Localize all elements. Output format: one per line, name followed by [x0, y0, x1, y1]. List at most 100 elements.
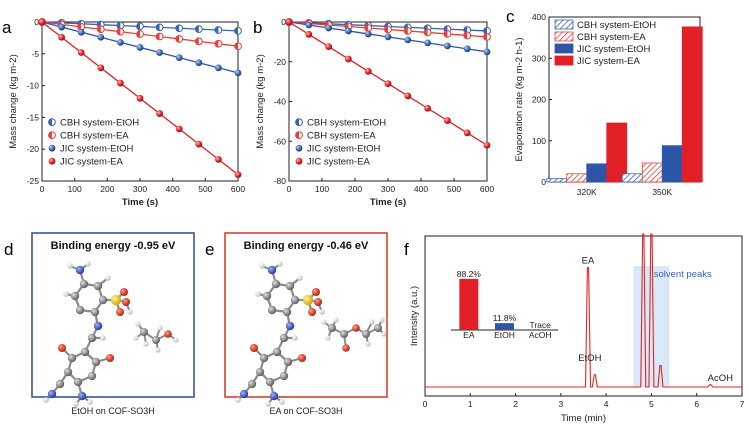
chart-a-mass-change: 0 100 200 300 400 500 600 0 -5 -10 -15 -20 -25 Time (… [8, 17, 245, 208]
x-tick-label: 200 [348, 184, 362, 194]
x-tick-label: 600 [480, 184, 494, 194]
legend-label: JIC system-EA [307, 157, 370, 168]
data-point [384, 80, 392, 88]
data-point [404, 92, 412, 100]
data-point [156, 49, 164, 56]
bar-350K-3 [681, 26, 703, 183]
y-tick-label: 100 [532, 136, 546, 146]
x-tick-label: 1 [468, 399, 473, 409]
bar-320K-1 [566, 173, 588, 183]
atom-H [85, 261, 91, 267]
atom-H [67, 263, 73, 269]
atom-C [87, 333, 97, 343]
data-point-fill [444, 30, 448, 38]
solvent-band [633, 266, 670, 387]
panel-label-d: d [4, 240, 13, 259]
x-tick-label: 0 [40, 184, 45, 194]
atom-O [106, 354, 114, 362]
legend-marker-fill [295, 118, 299, 126]
bar-320K-0 [546, 178, 568, 183]
x-tick-label: 500 [198, 184, 212, 194]
data-point [483, 48, 491, 56]
data-point [38, 18, 46, 26]
atom-H [87, 399, 93, 405]
data-point [305, 21, 313, 29]
data-point [345, 55, 352, 63]
inset-value-label: 11.8% [493, 313, 517, 323]
category-label: 350K [652, 187, 672, 197]
data-point-fill [175, 35, 180, 43]
x-tick-label: 300 [381, 184, 395, 194]
data-point-fill [77, 23, 82, 31]
data-point [58, 23, 65, 31]
structure-d-etoh: Binding energy -0.95 eV EtOH on COF-SO3H [31, 232, 195, 416]
data-point [364, 67, 372, 75]
atom-C [91, 357, 101, 367]
inset-bar-EtOH [495, 323, 514, 330]
atom-C [98, 295, 108, 305]
data-point-fill [195, 37, 199, 45]
data-point [175, 125, 183, 133]
atom-O [250, 344, 258, 352]
y-tick-label: 200 [532, 95, 546, 105]
y-tick-label: 0 [281, 17, 286, 27]
peak-label: EtOH [578, 353, 601, 364]
data-point [195, 140, 203, 148]
legend-marker [295, 157, 303, 165]
inset-bar-EA [459, 278, 479, 330]
atom-N [77, 391, 87, 401]
atom-H [63, 291, 69, 297]
adsorbate-atom-C [328, 324, 336, 332]
panel-label-f: f [404, 240, 409, 259]
data-point [97, 64, 105, 72]
atom-H [292, 335, 298, 341]
atom-C [70, 291, 80, 301]
atom-H [297, 275, 303, 281]
chart-f-chromatogram: solvent peaks 0 1 2 3 4 5 6 7 Time (min) Intensity… [409, 233, 745, 424]
data-point [444, 117, 451, 124]
data-point [234, 69, 242, 77]
x-tick-label: 2 [513, 399, 518, 409]
atom-C [87, 371, 97, 381]
legend-marker [295, 144, 303, 152]
peak-label: EA [582, 256, 595, 267]
y-axis-title: Intensity (a.u.) [409, 286, 420, 346]
data-point [175, 54, 183, 62]
adsorbate-atom-C [152, 336, 160, 344]
solvent-band-label: solvent peaks [654, 269, 712, 280]
x-axis-title: Time (s) [370, 197, 406, 208]
data-point [195, 59, 203, 67]
atom-C [282, 307, 292, 317]
atom-H [259, 263, 265, 269]
data-point [424, 39, 431, 47]
y-tick-label: -15 [27, 112, 40, 122]
atom-N [267, 265, 277, 275]
x-tick-label: 7 [740, 399, 745, 409]
x-axis-title: Time (min) [561, 413, 606, 424]
atom-C [259, 353, 269, 363]
atom-O [298, 354, 306, 362]
legend-marker [48, 144, 56, 152]
atom-C [279, 333, 289, 343]
data-point-fill [483, 33, 487, 41]
chart-b-mass-change: 0 100 200 300 400 500 600 0 -20 -40 -60 -80 Time (s)… [255, 17, 494, 208]
structure-e-caption: EA on COF-SO3H [269, 406, 342, 416]
data-point-fill [156, 33, 160, 40]
adsorbate-atom-O [352, 324, 360, 332]
data-point [384, 33, 392, 41]
legend-label: JIC system-EA [60, 157, 123, 168]
x-tick-label: 4 [604, 399, 609, 409]
adsorbate-atom-H [333, 317, 339, 323]
atom-C [93, 281, 103, 291]
x-tick-label: 500 [447, 184, 461, 194]
structure-e-frame [224, 232, 388, 398]
bar-350K-0 [621, 173, 643, 183]
atom-C [63, 367, 73, 377]
data-point-fill [463, 32, 468, 39]
data-point [234, 171, 242, 179]
data-point-fill [384, 26, 388, 33]
atom-C [265, 377, 275, 387]
x-tick-label: 0 [287, 184, 292, 194]
y-axis-title: Mass change (kg m-2) [8, 54, 19, 149]
x-tick-label: 100 [68, 184, 82, 194]
